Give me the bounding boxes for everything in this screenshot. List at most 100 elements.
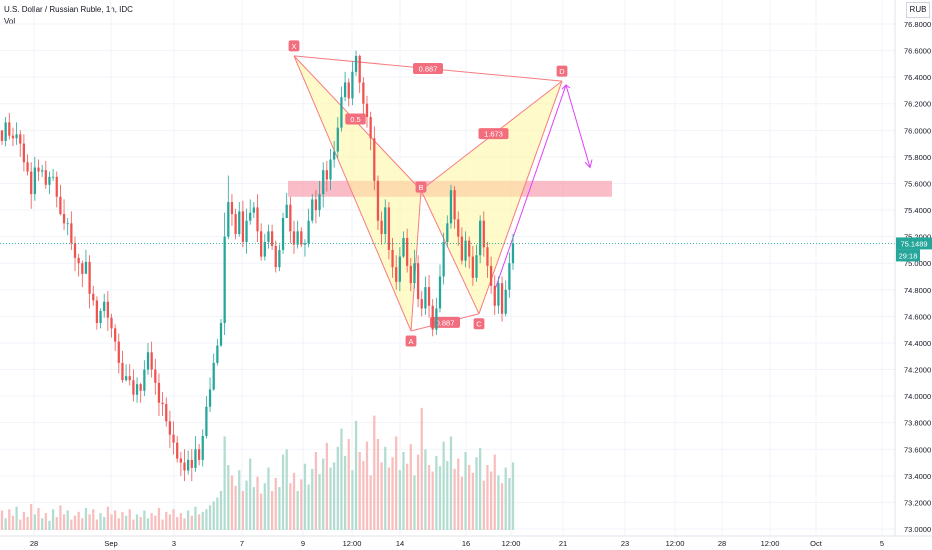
volume-bar — [190, 515, 193, 530]
candle-body — [128, 376, 131, 381]
x-tick-label: 12:00 — [761, 539, 780, 548]
volume-bar — [106, 506, 109, 530]
pattern-leg-ab — [410, 190, 422, 332]
volume-bar — [402, 452, 405, 530]
candle-body — [8, 122, 11, 136]
volume-bar — [183, 518, 186, 530]
candle-body — [92, 293, 95, 301]
candle-body — [435, 308, 438, 330]
volume-bar — [110, 514, 113, 530]
y-tick-label: 75.0000 — [904, 259, 931, 268]
candle-body — [165, 404, 168, 422]
volume-bar — [22, 511, 26, 530]
volume-bar — [197, 514, 201, 530]
candle-body — [168, 421, 172, 435]
candle-body — [289, 204, 292, 232]
candle-body — [409, 265, 412, 284]
volume-bar — [48, 520, 51, 530]
volume-bar — [121, 511, 124, 530]
volume-bar — [314, 452, 318, 530]
volume-bar — [376, 439, 380, 530]
candle-body — [205, 406, 208, 436]
volume-bar — [216, 497, 219, 530]
pattern-point-c: C — [476, 320, 482, 329]
volume-bar — [464, 452, 467, 530]
candle-body — [270, 231, 274, 246]
y-tick-label: 75.2000 — [904, 233, 931, 242]
volume-bar — [73, 515, 77, 530]
volume-bar — [249, 458, 252, 530]
volume-bar — [475, 457, 478, 530]
volume-bar — [358, 452, 361, 530]
candle-body — [51, 176, 55, 178]
candle-body — [11, 135, 15, 139]
candle-body — [77, 257, 80, 264]
candle-body — [322, 170, 325, 195]
candle-body — [464, 240, 467, 261]
candle-body — [114, 328, 117, 342]
candle-body — [402, 237, 405, 257]
volume-bar — [380, 462, 383, 530]
volume-bar — [161, 519, 164, 530]
candle-body — [252, 207, 255, 213]
volume-bar — [362, 461, 365, 530]
volume-bar — [15, 506, 18, 530]
volume-bar — [449, 436, 453, 530]
pattern-leg-cd — [478, 80, 563, 314]
ratio-label-xb: 0.5 — [350, 115, 360, 124]
volume-bar — [234, 485, 237, 530]
volume-bar — [333, 462, 336, 530]
candle-body — [457, 219, 460, 237]
volume-bar — [504, 467, 507, 530]
pattern-leg-xa — [293, 55, 412, 332]
candle-body — [468, 240, 471, 257]
currency-button[interactable]: RUB — [906, 2, 930, 18]
candle-body — [296, 231, 299, 245]
candle-body — [55, 176, 58, 197]
candle-body — [161, 402, 164, 405]
volume-bar — [387, 467, 391, 530]
candle-body — [230, 202, 234, 215]
pattern-point-a: A — [408, 337, 413, 346]
time-axis[interactable]: 28 Sep 3 7 9 12:00 14 16 12:00 21 23 12:00 28 12:00 Oc… — [0, 535, 932, 548]
candle-body — [190, 459, 193, 468]
volume-bar — [150, 513, 153, 530]
volume-bar — [285, 449, 288, 530]
harmonic-pattern[interactable]: X A B C D 0.887 0.5 1.673 0.887 — [288, 40, 593, 347]
price-axis[interactable]: 76.8000 76.6000 76.4000 76.2000 76.0000 75.80… — [894, 0, 931, 536]
candle-body — [420, 299, 423, 309]
candle-body — [41, 170, 44, 172]
countdown-badge — [896, 249, 920, 262]
volume-bar — [143, 510, 146, 530]
candle-body — [325, 170, 328, 180]
candle-body — [504, 289, 507, 314]
volume-bar — [157, 507, 161, 530]
volume-bar — [267, 467, 270, 530]
y-tick-label: 76.6000 — [904, 47, 931, 56]
volume-bar — [438, 466, 442, 530]
candle-body — [22, 143, 26, 163]
volume-bar — [135, 514, 139, 530]
candle-body — [274, 245, 277, 268]
y-tick-label: 74.6000 — [904, 312, 931, 321]
candle-body — [314, 199, 318, 211]
volume-bar — [223, 436, 226, 530]
volume-bar — [252, 487, 255, 530]
candle-body — [431, 305, 434, 330]
candle-body — [263, 241, 266, 257]
candle-body — [391, 249, 394, 268]
candles — [0, 50, 515, 482]
candle-body — [380, 220, 383, 234]
candle-body — [238, 211, 241, 234]
volume-bar — [66, 510, 69, 530]
volume-bar — [486, 465, 489, 530]
volume-bar — [59, 505, 62, 530]
candle-body — [354, 55, 358, 72]
x-tick-label: 5 — [880, 539, 884, 548]
candle-body — [387, 207, 391, 250]
volume-bar — [325, 442, 328, 530]
volume-bar — [26, 517, 29, 530]
volume-bar — [336, 446, 339, 530]
candle-body — [117, 341, 120, 363]
